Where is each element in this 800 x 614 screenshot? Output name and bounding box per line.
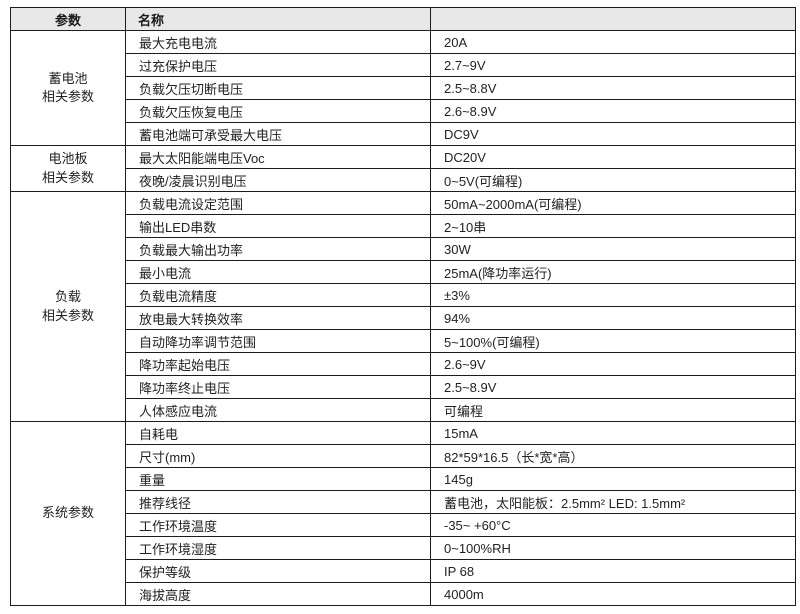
param-name-cell: 推荐线径 bbox=[125, 490, 431, 514]
table-row: 工作环境温度 -35~ +60°C bbox=[11, 513, 796, 537]
table-row: 重量 145g bbox=[11, 467, 796, 491]
param-name-cell: 最大太阳能端电压Voc bbox=[125, 145, 431, 169]
param-name-cell: 放电最大转换效率 bbox=[125, 306, 431, 330]
param-value-cell: 蓄电池，太阳能板：2.5mm² LED: 1.5mm² bbox=[430, 490, 796, 514]
table-row: 最小电流 25mA(降功率运行) bbox=[11, 260, 796, 284]
table-row: 负载最大输出功率 30W bbox=[11, 237, 796, 261]
param-name-cell: 输出LED串数 bbox=[125, 214, 431, 238]
param-value-cell: 15mA bbox=[430, 421, 796, 445]
table-row: 输出LED串数 2~10串 bbox=[11, 214, 796, 238]
table-row: 海拔高度 4000m bbox=[11, 582, 796, 606]
param-name-cell: 过充保护电压 bbox=[125, 53, 431, 77]
spec-table: 参数 名称 蓄电池 相关参数 最大充电电流 20A 过充保护电压 2.7~9V 负载欠压切… bbox=[10, 7, 796, 606]
param-value-cell: 2~10串 bbox=[430, 214, 796, 238]
param-value-cell: 4000m bbox=[430, 582, 796, 606]
table-row: 自动降功率调节范围 5~100%(可编程) bbox=[11, 329, 796, 353]
param-name-cell: 负载欠压恢复电压 bbox=[125, 99, 431, 123]
param-name-cell: 夜晚/凌晨识别电压 bbox=[125, 168, 431, 192]
param-name-cell: 降功率起始电压 bbox=[125, 352, 431, 376]
param-value-cell: 30W bbox=[430, 237, 796, 261]
param-value-cell: -35~ +60°C bbox=[430, 513, 796, 537]
table-row: 电池板 相关参数 最大太阳能端电压Voc DC20V bbox=[10, 145, 796, 192]
param-name-cell: 重量 bbox=[125, 467, 431, 491]
param-value-cell: 25mA(降功率运行) bbox=[430, 260, 796, 284]
param-value-cell: 145g bbox=[430, 467, 796, 491]
table-row: 尺寸(mm) 82*59*16.5（长*宽*高） bbox=[11, 444, 796, 468]
param-name-cell: 工作环境温度 bbox=[125, 513, 431, 537]
param-name-cell: 负载电流设定范围 bbox=[125, 191, 431, 215]
table-row: 放电最大转换效率 94% bbox=[11, 306, 796, 330]
param-name-cell: 自动降功率调节范围 bbox=[125, 329, 431, 353]
param-name-cell: 自耗电 bbox=[125, 421, 431, 445]
param-value-cell: DC20V bbox=[430, 145, 796, 169]
param-name-cell: 负载最大输出功率 bbox=[125, 237, 431, 261]
table-row: 蓄电池 相关参数 最大充电电流 20A bbox=[10, 30, 796, 146]
param-value-cell: 2.5~8.9V bbox=[430, 375, 796, 399]
param-value-cell: 50mA~2000mA(可编程) bbox=[430, 191, 796, 215]
table-row: 负载欠压切断电压 2.5~8.8V bbox=[11, 76, 796, 100]
param-value-cell: 2.6~9V bbox=[430, 352, 796, 376]
param-name-cell: 蓄电池端可承受最大电压 bbox=[125, 122, 431, 146]
table-row: 夜晚/凌晨识别电压 0~5V(可编程) bbox=[11, 168, 796, 192]
param-name-cell: 降功率终止电压 bbox=[125, 375, 431, 399]
table-row: 系统参数 自耗电 15mA bbox=[10, 421, 796, 606]
header-cell-param: 参数 bbox=[10, 7, 126, 31]
param-name-cell: 最大充电电流 bbox=[125, 30, 431, 54]
table-row: 保护等级 IP 68 bbox=[11, 559, 796, 583]
param-value-cell: ±3% bbox=[430, 283, 796, 307]
param-value-cell: 2.7~9V bbox=[430, 53, 796, 77]
group-label-cell: 负载 相关参数 bbox=[10, 191, 126, 422]
param-name-cell: 负载欠压切断电压 bbox=[125, 76, 431, 100]
header-cell-name: 名称 bbox=[125, 7, 431, 31]
param-value-cell: 20A bbox=[430, 30, 796, 54]
group-label-cell: 系统参数 bbox=[10, 421, 126, 606]
param-name-cell: 人体感应电流 bbox=[125, 398, 431, 422]
group-label-cell: 电池板 相关参数 bbox=[10, 145, 126, 192]
table-row: 负载电流精度 ±3% bbox=[11, 283, 796, 307]
table-row: 降功率起始电压 2.6~9V bbox=[11, 352, 796, 376]
table-row: 降功率终止电压 2.5~8.9V bbox=[11, 375, 796, 399]
param-name-cell: 负载电流精度 bbox=[125, 283, 431, 307]
group-label-cell: 蓄电池 相关参数 bbox=[10, 30, 126, 146]
param-name-cell: 尺寸(mm) bbox=[125, 444, 431, 468]
param-value-cell: DC9V bbox=[430, 122, 796, 146]
table-row: 负载 相关参数 负载电流设定范围 50mA~2000mA(可编程) bbox=[10, 191, 796, 422]
param-name-cell: 工作环境湿度 bbox=[125, 536, 431, 560]
table-row: 推荐线径 蓄电池，太阳能板：2.5mm² LED: 1.5mm² bbox=[11, 490, 796, 514]
param-value-cell: 82*59*16.5（长*宽*高） bbox=[430, 444, 796, 468]
header-cell-value bbox=[430, 7, 796, 31]
table-row: 工作环境湿度 0~100%RH bbox=[11, 536, 796, 560]
param-value-cell: 0~5V(可编程) bbox=[430, 168, 796, 192]
header-row: 参数 名称 bbox=[10, 7, 796, 31]
param-name-cell: 海拔高度 bbox=[125, 582, 431, 606]
param-value-cell: 2.6~8.9V bbox=[430, 99, 796, 123]
param-value-cell: 5~100%(可编程) bbox=[430, 329, 796, 353]
param-name-cell: 最小电流 bbox=[125, 260, 431, 284]
param-value-cell: IP 68 bbox=[430, 559, 796, 583]
table-row: 过充保护电压 2.7~9V bbox=[11, 53, 796, 77]
table-row: 负载欠压恢复电压 2.6~8.9V bbox=[11, 99, 796, 123]
param-value-cell: 94% bbox=[430, 306, 796, 330]
param-value-cell: 0~100%RH bbox=[430, 536, 796, 560]
param-value-cell: 可编程 bbox=[430, 398, 796, 422]
param-value-cell: 2.5~8.8V bbox=[430, 76, 796, 100]
table-row: 人体感应电流 可编程 bbox=[11, 398, 796, 422]
table-row: 蓄电池端可承受最大电压 DC9V bbox=[11, 122, 796, 146]
param-name-cell: 保护等级 bbox=[125, 559, 431, 583]
